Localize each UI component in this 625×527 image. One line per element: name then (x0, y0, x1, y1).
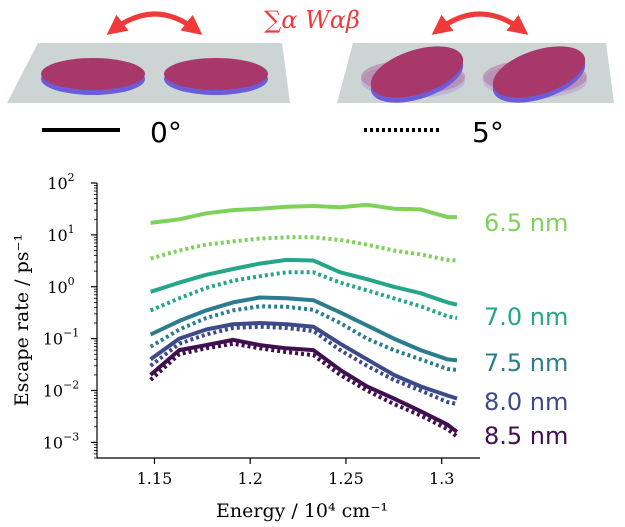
series-line-8-solid (149, 337, 459, 434)
x-tick-label: 1.15 (137, 469, 173, 488)
y-tick-label: 100 (47, 275, 74, 297)
series-line-7-dotted (149, 324, 458, 406)
series-label: 7.5 nm (484, 349, 568, 377)
x-tick-label: 1.3 (429, 469, 454, 488)
series-line-1-dotted (150, 235, 458, 263)
x-tick-label: 1.25 (328, 469, 364, 488)
series-line-2-solid (149, 257, 458, 307)
y-tick-label: 102 (47, 171, 74, 193)
illustration-flat-disks (7, 11, 290, 103)
series-label: 8.5 nm (484, 422, 568, 450)
disk-left-2 (164, 58, 268, 95)
series-label: 8.0 nm (484, 388, 568, 416)
series-line-0-solid (150, 202, 457, 225)
series-labels: 6.5 nm 7.0 nm 7.5 nm 8.0 nm 8.5 nm (484, 209, 568, 450)
disk-right-2 (483, 46, 587, 103)
hop-arrow-right (431, 11, 529, 35)
series-line-3-dotted (149, 270, 458, 320)
legend-solid-label: 0° (150, 116, 182, 149)
disk-right-1 (361, 46, 465, 103)
y-axis-label: Escape rate / ps⁻¹ (11, 234, 33, 406)
y-tick-label: 10−2 (43, 379, 80, 401)
coupling-formula: ∑α Wαβ (264, 6, 360, 34)
series-line-4-solid (149, 295, 458, 363)
y-tick-label: 10−1 (43, 327, 80, 349)
escape-rate-plot: 1.15 1.2 1.25 1.3 10−3 10−2 10−1 100 101 102 6.5 … (43, 171, 569, 488)
hop-arrow-left (106, 11, 203, 35)
disk-left-1 (41, 58, 145, 95)
series-lines (149, 202, 459, 439)
axes: 1.15 1.2 1.25 1.3 10−3 10−2 10−1 100 101 102 (43, 171, 480, 488)
illustration-tilted-disks (337, 11, 614, 103)
legend-dotted-label: 5° (472, 116, 504, 149)
x-tick-label: 1.2 (237, 469, 262, 488)
series-line-5-dotted (149, 304, 458, 372)
series-line-6-solid (149, 321, 458, 401)
series-label: 6.5 nm (484, 209, 568, 237)
y-tick-label: 101 (47, 223, 74, 245)
y-tick-label: 10−3 (43, 430, 80, 452)
series-label: 7.0 nm (484, 303, 568, 331)
x-axis-label: Energy / 10⁴ cm⁻¹ (216, 500, 388, 522)
series-line-9-dotted (149, 341, 459, 439)
